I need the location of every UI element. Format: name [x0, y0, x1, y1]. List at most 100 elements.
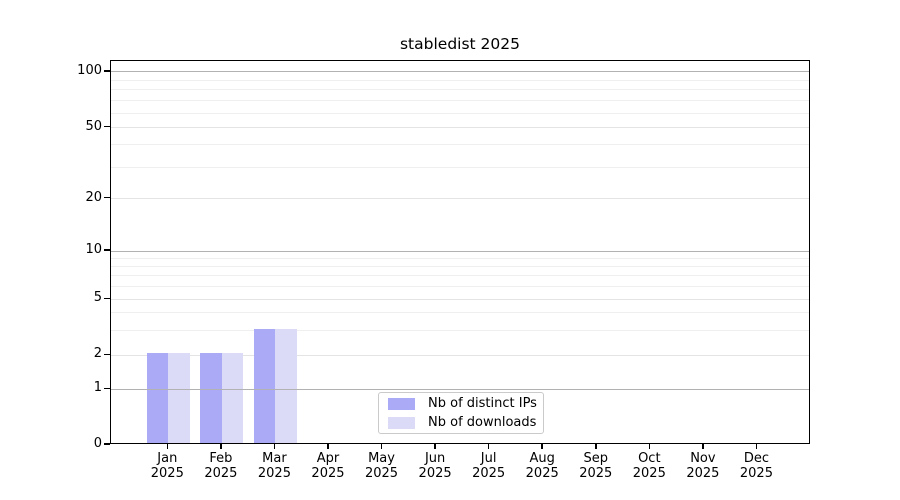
x-tick-year: 2025 — [311, 466, 345, 481]
x-tick-label-dec: Dec 2025 — [724, 451, 788, 481]
plot-area — [110, 60, 810, 444]
y-tick-mark — [104, 196, 110, 199]
y-tick-mark — [104, 387, 110, 390]
legend-item-downloads: Nb of downloads — [385, 415, 537, 431]
y-gridline-5 — [111, 298, 809, 300]
x-tick-month: Jun — [424, 451, 446, 466]
y-minor-gridline-6 — [111, 286, 809, 288]
legend: Nb of distinct IPs Nb of downloads — [378, 392, 544, 434]
bars-layer — [111, 61, 809, 443]
x-tick-year: 2025 — [632, 466, 666, 481]
bar-distinct-ips-mar — [253, 328, 276, 443]
y-tick-mark — [104, 443, 110, 445]
x-tick-label-feb: Feb 2025 — [189, 451, 253, 481]
bar-distinct-ips-jan — [146, 353, 169, 443]
y-tick-label-10: 10 — [85, 242, 102, 257]
x-tick-month: May — [368, 451, 395, 466]
y-tick-label-1: 1 — [93, 380, 102, 396]
x-tick-label-jul: Jul 2025 — [457, 451, 521, 481]
x-tick-label-oct: Oct 2025 — [617, 451, 681, 481]
y-minor-gridline-30 — [111, 166, 809, 168]
y-tick-mark — [104, 125, 110, 128]
x-tick-month: Jul — [480, 451, 497, 466]
y-gridline-20 — [111, 198, 809, 200]
x-tick-month: Mar — [262, 451, 287, 466]
x-tick-year: 2025 — [579, 466, 613, 481]
x-tick-label-nov: Nov 2025 — [671, 451, 735, 481]
y-tick-label-20: 20 — [85, 189, 102, 205]
x-tick-year: 2025 — [257, 466, 291, 481]
x-tick-mark-aug — [541, 444, 543, 449]
y-minor-gridline-40 — [111, 144, 809, 146]
gridlines-decade-layer — [111, 61, 809, 443]
bar-distinct-ips-feb — [200, 353, 222, 443]
gridlines-light-layer — [111, 61, 809, 443]
x-tick-mark-may — [380, 444, 383, 449]
y-tick-label-2: 2 — [93, 346, 102, 362]
y-tick-label-50: 50 — [85, 118, 102, 134]
x-tick-mark-apr — [327, 444, 329, 449]
x-tick-mark-sep — [595, 444, 597, 449]
y-minor-gridline-7 — [111, 275, 809, 277]
y-minor-gridline-9 — [111, 257, 809, 259]
x-tick-mark-feb — [220, 444, 222, 449]
x-tick-year: 2025 — [472, 466, 506, 481]
y-tick-mark — [104, 70, 110, 72]
bar-downloads-feb — [221, 353, 244, 443]
legend-swatch-icon — [388, 397, 415, 410]
y-minor-gridline-8 — [111, 266, 809, 268]
x-tick-mark-nov — [702, 444, 704, 449]
x-tick-month: Aug — [529, 451, 555, 466]
y-gridline-100 — [111, 71, 809, 73]
chart-title: stabledist 2025 — [399, 35, 520, 53]
bar-downloads-mar — [275, 328, 297, 443]
y-minor-gridline-90 — [111, 79, 809, 81]
y-tick-mark — [104, 249, 110, 251]
y-minor-gridline-3 — [111, 330, 809, 332]
x-tick-label-mar: Mar 2025 — [242, 451, 306, 481]
legend-item-distinct-ips: Nb of distinct IPs — [385, 396, 537, 412]
x-tick-mark-jan — [166, 444, 169, 449]
x-tick-year: 2025 — [418, 466, 452, 481]
x-tick-label-aug: Aug 2025 — [510, 451, 574, 481]
x-tick-month: Apr — [316, 451, 340, 466]
x-tick-month: Dec — [743, 451, 770, 466]
x-tick-month: Nov — [690, 451, 716, 466]
bar-downloads-jan — [168, 353, 190, 443]
x-tick-mark-dec — [755, 444, 758, 449]
x-tick-label-may: May 2025 — [350, 451, 414, 481]
y-minor-gridline-4 — [111, 312, 809, 314]
y-gridline-2 — [111, 354, 809, 356]
y-tick-label-0: 0 — [93, 436, 102, 451]
x-tick-month: Sep — [583, 451, 609, 466]
x-tick-label-jun: Jun 2025 — [403, 451, 467, 481]
x-tick-year: 2025 — [686, 466, 720, 481]
legend-label: Nb of downloads — [428, 414, 537, 430]
x-tick-label-apr: Apr 2025 — [296, 451, 360, 481]
y-gridline-10 — [111, 250, 809, 252]
y-minor-gridline-60 — [111, 112, 809, 114]
x-tick-label-jan: Jan 2025 — [135, 451, 199, 481]
x-tick-year: 2025 — [739, 466, 773, 481]
x-tick-month: Feb — [209, 451, 233, 466]
y-tick-mark — [104, 297, 110, 300]
x-tick-label-sep: Sep 2025 — [564, 451, 628, 481]
x-tick-month: Jan — [157, 451, 178, 466]
y-gridline-50 — [111, 127, 809, 129]
x-tick-month: Oct — [638, 451, 661, 466]
x-tick-year: 2025 — [364, 466, 399, 481]
y-tick-label-5: 5 — [93, 290, 102, 306]
y-minor-gridline-80 — [111, 89, 809, 91]
x-tick-mark-jun — [434, 444, 436, 449]
x-tick-year: 2025 — [525, 466, 559, 481]
y-minor-gridline-70 — [111, 100, 809, 102]
y-tick-mark — [104, 353, 110, 356]
x-tick-mark-jul — [487, 444, 490, 449]
legend-swatch-icon — [388, 416, 415, 429]
y-gridline-1 — [111, 388, 809, 390]
x-tick-year: 2025 — [204, 466, 238, 481]
y-tick-label-100: 100 — [77, 62, 102, 78]
x-tick-mark-mar — [273, 444, 276, 449]
x-tick-mark-oct — [648, 444, 651, 449]
